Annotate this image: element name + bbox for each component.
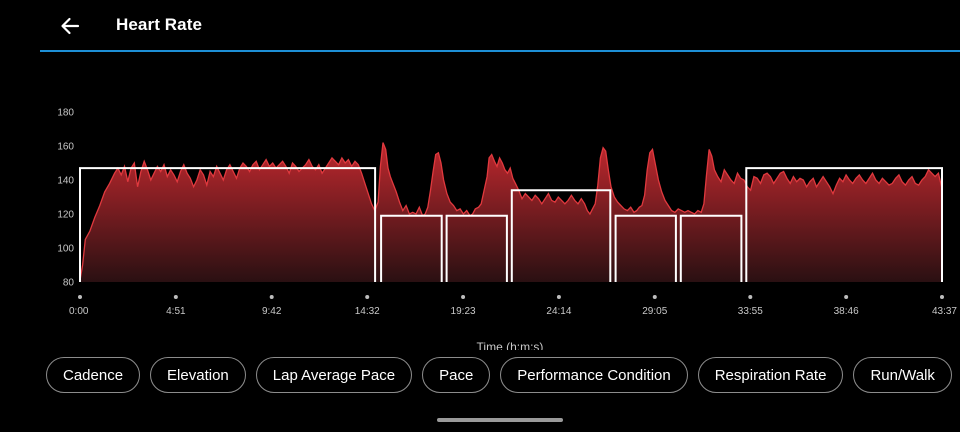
y-tick-label: 180 bbox=[57, 108, 74, 119]
x-tick-dot bbox=[461, 295, 466, 299]
lap-average-box bbox=[614, 214, 677, 282]
x-tick-label: 19:23 bbox=[451, 306, 476, 317]
x-tick-dot bbox=[652, 295, 657, 299]
lap-average-boxes bbox=[79, 167, 943, 282]
x-tick-label: 24:14 bbox=[546, 306, 571, 317]
page-title: Heart Rate bbox=[116, 15, 203, 34]
metric-chip-cadence[interactable]: Cadence bbox=[46, 357, 141, 393]
x-tick-dot bbox=[365, 295, 370, 299]
heart-rate-chart: 180 160 140 120 100 80 0:00 4:51 9:42 14:32 19:23… bbox=[57, 108, 957, 351]
x-tick-dot bbox=[173, 295, 178, 299]
lap-average-box bbox=[445, 214, 508, 282]
y-tick-label: 160 bbox=[57, 142, 74, 153]
x-axis: 0:00 4:51 9:42 14:32 19:23 24:14 29:05 33:55 38:… bbox=[69, 295, 957, 317]
y-tick-label: 120 bbox=[57, 210, 74, 221]
x-tick-dot bbox=[844, 295, 849, 299]
y-tick-label: 140 bbox=[57, 176, 74, 187]
y-tick-label: 80 bbox=[63, 278, 75, 289]
x-tick-label: 29:05 bbox=[642, 306, 667, 317]
x-tick-dot bbox=[78, 295, 82, 299]
metric-chip-pace[interactable]: Pace bbox=[422, 357, 491, 393]
x-tick-label: 43:37 bbox=[932, 306, 957, 317]
metric-chips: Cadence Elevation Lap Average Pace Pace Perf… bbox=[46, 357, 960, 395]
x-tick-label: 14:32 bbox=[355, 306, 380, 317]
metric-chip-performance-condition[interactable]: Performance Condition bbox=[500, 357, 688, 393]
lap-average-box bbox=[79, 167, 377, 282]
x-tick-dot bbox=[940, 295, 944, 299]
lap-average-box bbox=[679, 214, 743, 282]
metric-chip-lap-average-pace[interactable]: Lap Average Pace bbox=[255, 357, 413, 393]
x-tick-label: 4:51 bbox=[166, 306, 186, 317]
lap-average-box bbox=[745, 167, 943, 282]
x-tick-label: 9:42 bbox=[262, 306, 282, 317]
x-tick-label: 0:00 bbox=[69, 306, 89, 317]
metric-chip-run-walk[interactable]: Run/Walk bbox=[853, 357, 952, 393]
metric-chip-respiration-rate[interactable]: Respiration Rate bbox=[697, 357, 844, 393]
x-tick-dot bbox=[556, 295, 561, 299]
metric-chip-elevation[interactable]: Elevation bbox=[150, 357, 246, 393]
x-tick-dot bbox=[269, 295, 274, 299]
home-indicator[interactable] bbox=[437, 418, 563, 422]
x-tick-label: 38:46 bbox=[834, 306, 859, 317]
lap-average-box bbox=[380, 214, 443, 282]
arrow-left-icon bbox=[61, 17, 80, 35]
app-bar: Heart Rate bbox=[0, 0, 960, 52]
lap-average-box bbox=[510, 189, 612, 282]
header-accent-line bbox=[40, 50, 960, 52]
heart-rate-line bbox=[79, 142, 943, 281]
x-tick-dot bbox=[748, 295, 753, 299]
x-tick-label: 33:55 bbox=[738, 306, 763, 317]
y-axis: 180 160 140 120 100 80 bbox=[57, 108, 74, 289]
x-axis-label: Time (h:m:s) bbox=[477, 340, 544, 350]
back-button[interactable] bbox=[54, 11, 86, 41]
y-tick-label: 100 bbox=[57, 244, 74, 255]
